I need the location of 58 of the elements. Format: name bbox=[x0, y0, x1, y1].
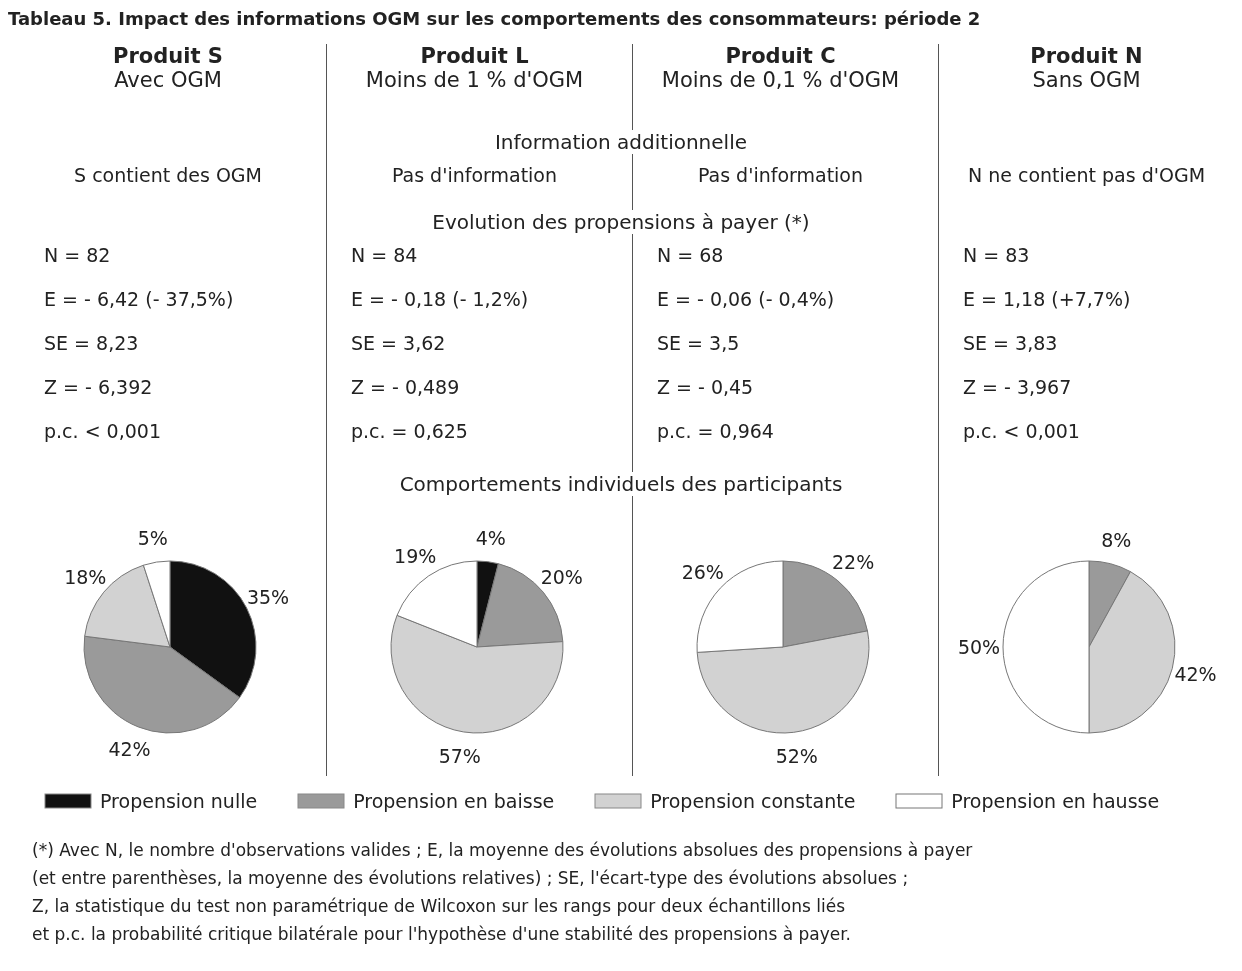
text: (et entre parenthèses, la moyenne des évolutions relatives) ; SE, l'écart-type des évolutions absolues ; bbox=[32, 867, 910, 890]
data-label: 26% bbox=[681, 560, 724, 583]
legend-label: Propension en baisse bbox=[353, 790, 555, 812]
text: E = - 0,06 (- 0,4%) bbox=[656, 288, 836, 312]
text: SE = 3,83 bbox=[962, 332, 1059, 356]
chart-subtitle: Avec OGM bbox=[113, 68, 223, 92]
text: et p.c. la probabilité critique bilatérale pour l'hypothèse d'une stabilité des propensions à payer. bbox=[32, 923, 853, 946]
text: Information additionnelle bbox=[486, 130, 756, 154]
text: SE = 3,5 bbox=[656, 332, 741, 356]
text: E = 1,18 (+7,7%) bbox=[962, 288, 1132, 312]
chart-subtitle: Sans OGM bbox=[1031, 68, 1142, 92]
data-label: 50% bbox=[957, 636, 1001, 658]
text: E = - 6,42 (- 37,5%) bbox=[43, 288, 235, 312]
data-label: 35% bbox=[246, 586, 290, 609]
text: p.c. < 0,001 bbox=[43, 420, 162, 444]
text: Z = - 0,489 bbox=[350, 376, 461, 400]
text: Z = - 6,392 bbox=[43, 376, 154, 400]
text: N = 82 bbox=[43, 244, 112, 268]
data-label: 42% bbox=[108, 738, 151, 761]
text: Comportements individuels des participants bbox=[391, 472, 851, 496]
data-label: 57% bbox=[438, 744, 481, 767]
text: SE = 3,62 bbox=[350, 332, 447, 356]
text: SE = 8,23 bbox=[43, 332, 140, 356]
chart-title: Produit L bbox=[419, 44, 530, 68]
text: p.c. < 0,001 bbox=[962, 420, 1081, 444]
text: S contient des OGM bbox=[73, 164, 263, 188]
chart-subtitle: Moins de 0,1 % d'OGM bbox=[660, 68, 901, 92]
text: N = 84 bbox=[350, 244, 419, 268]
text: Z = - 0,45 bbox=[656, 376, 755, 400]
text: N = 68 bbox=[656, 244, 725, 268]
chart-title: Produit N bbox=[1029, 44, 1144, 68]
text: E = - 0,18 (- 1,2%) bbox=[350, 288, 530, 312]
text: p.c. = 0,964 bbox=[656, 420, 775, 444]
text: N ne contient pas d'OGM bbox=[966, 164, 1207, 188]
chart-title: Produit S bbox=[112, 44, 224, 68]
text: p.c. = 0,625 bbox=[350, 420, 469, 444]
text: Tableau 5. Impact des informations OGM sur les comportements des consommateurs: période 2 bbox=[8, 8, 982, 31]
data-label: 22% bbox=[831, 551, 875, 574]
text: Evolution des propensions à payer (*) bbox=[424, 210, 818, 234]
text: Pas d'information bbox=[696, 164, 865, 188]
text: Z, la statistique du test non paramétrique de Wilcoxon sur les rangs pour deux échantillons liés bbox=[32, 895, 847, 918]
data-label: 20% bbox=[540, 565, 583, 588]
legend-label: Propension nulle bbox=[100, 790, 258, 812]
text: N = 83 bbox=[962, 244, 1031, 268]
data-label: 8% bbox=[1101, 529, 1132, 552]
chart-subtitle: Moins de 1 % d'OGM bbox=[364, 68, 585, 92]
data-label: 4% bbox=[475, 526, 506, 549]
data-label: 42% bbox=[1174, 663, 1217, 686]
legend-label: Propension en hausse bbox=[951, 790, 1160, 812]
legend-label: Propension constante bbox=[650, 790, 856, 812]
text: Pas d'information bbox=[390, 164, 559, 188]
data-label: 52% bbox=[775, 745, 818, 768]
data-label: 5% bbox=[137, 527, 168, 550]
data-label: 19% bbox=[394, 545, 437, 568]
text: Z = - 3,967 bbox=[962, 376, 1073, 400]
chart-title: Produit C bbox=[724, 44, 837, 68]
text: (*) Avec N, le nombre d'observations valides ; E, la moyenne des évolutions absolues des propensions à payer bbox=[32, 839, 974, 862]
data-label: 18% bbox=[64, 565, 107, 588]
